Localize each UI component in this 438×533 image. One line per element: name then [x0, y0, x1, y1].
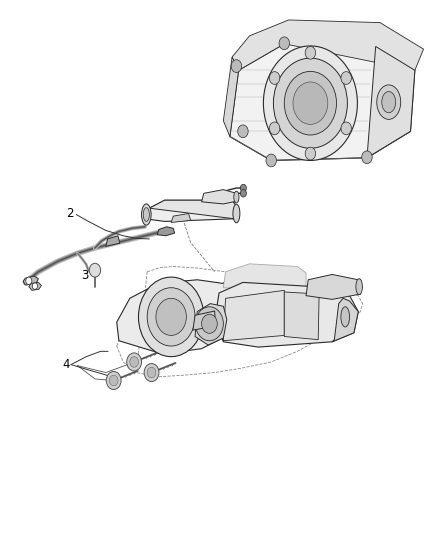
Text: 2: 2 — [67, 207, 74, 220]
Polygon shape — [367, 46, 415, 158]
Circle shape — [269, 122, 280, 135]
Circle shape — [362, 151, 372, 164]
Circle shape — [26, 277, 32, 285]
Polygon shape — [306, 274, 360, 300]
Circle shape — [110, 375, 118, 386]
Circle shape — [201, 314, 217, 333]
Ellipse shape — [356, 279, 362, 295]
Polygon shape — [223, 290, 284, 341]
Circle shape — [32, 283, 38, 289]
Circle shape — [263, 46, 357, 160]
Circle shape — [266, 154, 276, 167]
Circle shape — [130, 357, 138, 367]
Circle shape — [293, 82, 328, 124]
Polygon shape — [232, 20, 424, 70]
Polygon shape — [195, 304, 227, 345]
Circle shape — [89, 263, 101, 277]
Circle shape — [106, 372, 121, 390]
Circle shape — [195, 307, 223, 341]
Text: 3: 3 — [81, 269, 88, 282]
Circle shape — [240, 184, 247, 192]
Ellipse shape — [233, 204, 240, 223]
Text: 1: 1 — [228, 300, 236, 313]
Ellipse shape — [143, 208, 149, 221]
Polygon shape — [29, 282, 42, 290]
Polygon shape — [215, 282, 358, 347]
Polygon shape — [106, 236, 120, 246]
Polygon shape — [284, 292, 319, 340]
Circle shape — [341, 122, 351, 135]
Polygon shape — [145, 200, 239, 221]
Circle shape — [147, 288, 195, 346]
Text: 4: 4 — [62, 358, 70, 371]
Circle shape — [279, 37, 290, 50]
Circle shape — [305, 46, 316, 59]
Circle shape — [273, 58, 347, 148]
Ellipse shape — [377, 85, 401, 119]
Circle shape — [284, 71, 336, 135]
Polygon shape — [193, 311, 215, 330]
Circle shape — [144, 364, 159, 382]
Circle shape — [127, 353, 141, 371]
Polygon shape — [230, 44, 415, 160]
Polygon shape — [149, 200, 239, 219]
Circle shape — [269, 71, 280, 84]
Polygon shape — [223, 57, 239, 136]
Circle shape — [341, 71, 351, 84]
Circle shape — [138, 277, 204, 357]
Circle shape — [305, 147, 316, 160]
Ellipse shape — [234, 191, 239, 203]
Ellipse shape — [382, 92, 396, 113]
Polygon shape — [23, 276, 39, 285]
Polygon shape — [171, 214, 191, 222]
Polygon shape — [332, 298, 358, 342]
Ellipse shape — [141, 204, 151, 225]
Polygon shape — [117, 280, 239, 354]
Polygon shape — [201, 190, 239, 204]
Circle shape — [231, 60, 242, 72]
Circle shape — [156, 298, 186, 335]
Circle shape — [240, 190, 247, 197]
Ellipse shape — [341, 307, 350, 327]
Polygon shape — [157, 227, 175, 236]
Circle shape — [147, 367, 156, 378]
Polygon shape — [223, 264, 306, 290]
Circle shape — [238, 125, 248, 138]
